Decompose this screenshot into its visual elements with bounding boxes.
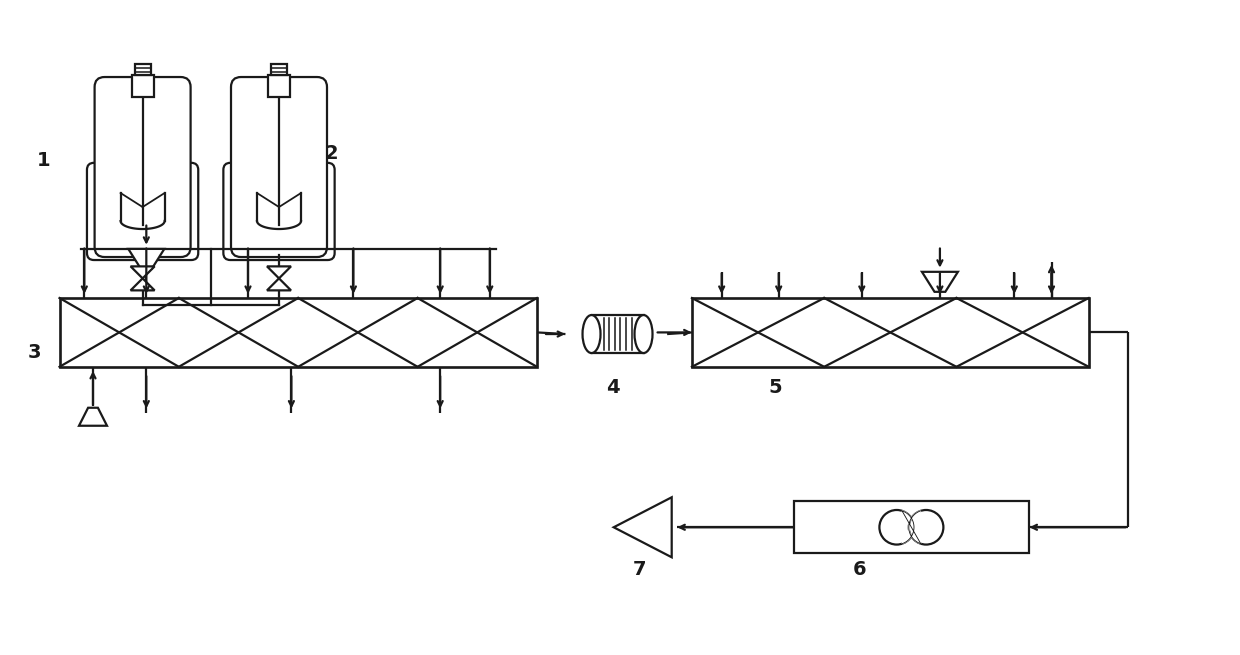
Bar [60, 298, 537, 367]
Polygon shape [128, 249, 165, 269]
Text: 3: 3 [27, 343, 41, 362]
Text: 2: 2 [325, 144, 339, 164]
Text: 1: 1 [37, 151, 51, 170]
Ellipse shape [635, 315, 652, 353]
FancyBboxPatch shape [223, 163, 335, 260]
Bar [135, 64, 150, 75]
Bar [692, 298, 1089, 367]
Bar [268, 75, 290, 97]
Text: 5: 5 [769, 378, 782, 398]
Text: 6: 6 [853, 560, 867, 580]
Ellipse shape [583, 315, 600, 353]
Polygon shape [79, 408, 107, 426]
Text: 4: 4 [606, 378, 620, 398]
FancyBboxPatch shape [94, 77, 191, 257]
Polygon shape [614, 497, 672, 557]
Polygon shape [130, 278, 155, 290]
FancyBboxPatch shape [87, 163, 198, 260]
Ellipse shape [909, 510, 944, 544]
Bar [794, 501, 1029, 553]
Ellipse shape [879, 510, 914, 544]
Bar [272, 64, 286, 75]
FancyBboxPatch shape [231, 77, 327, 257]
Polygon shape [921, 272, 959, 292]
Polygon shape [267, 278, 291, 290]
Polygon shape [267, 267, 291, 278]
Bar [131, 75, 154, 97]
Polygon shape [901, 511, 921, 544]
Polygon shape [130, 267, 155, 278]
Text: 7: 7 [632, 560, 646, 580]
